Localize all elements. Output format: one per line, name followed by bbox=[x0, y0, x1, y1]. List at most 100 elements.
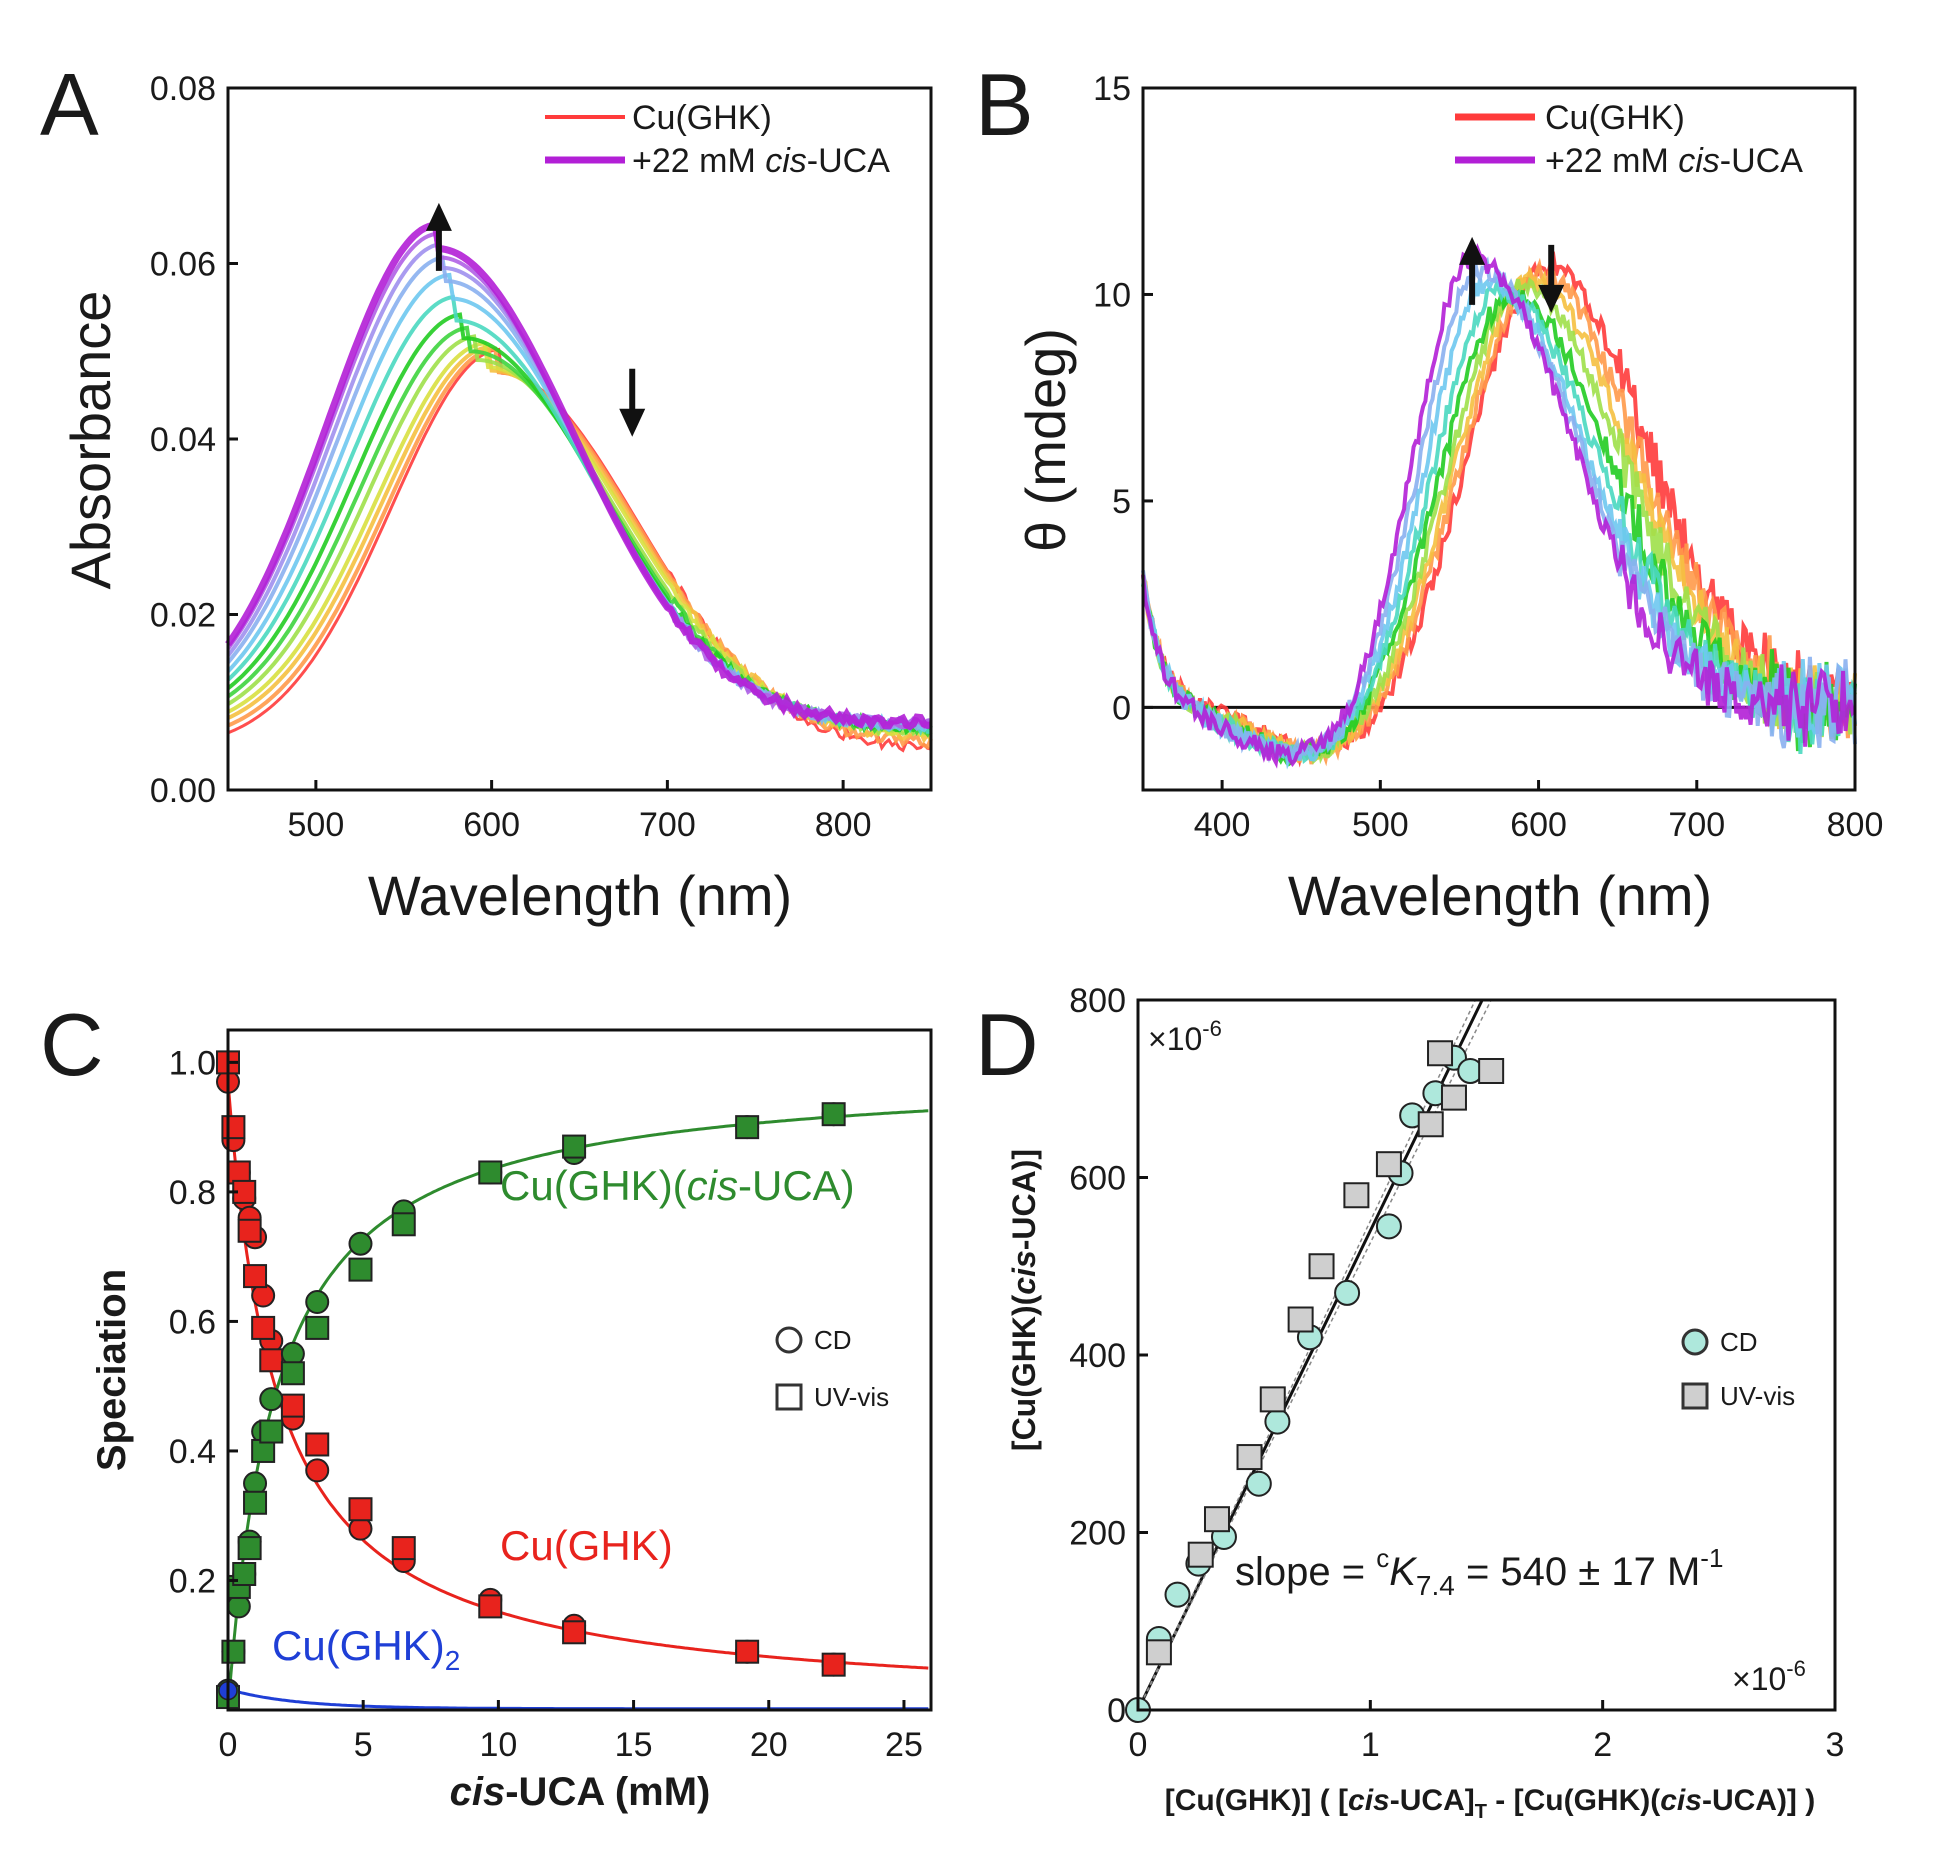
data-point-square bbox=[305, 1432, 330, 1457]
panel-c: C 0 5 10 15 20 25 0.2 0.4 0.6 0.8 1.0 Cu(GHK)(cis-… bbox=[40, 995, 933, 1814]
data-point-square bbox=[735, 1639, 760, 1664]
data-point-square bbox=[1308, 1253, 1335, 1280]
panel-b-y-tick-label: 10 bbox=[1093, 276, 1131, 314]
label-cu-ghk-cis-uca: Cu(GHK)(cis-UCA) bbox=[500, 1162, 855, 1209]
panel-d-x-label: [Cu(GHK)] ( [cis-UCA]T - [Cu(GHK)(cis-UC… bbox=[1165, 1784, 1816, 1823]
panel-d-y-tick-label: 400 bbox=[1069, 1337, 1126, 1375]
panel-c-y-tick-label: 1.0 bbox=[169, 1044, 216, 1082]
confidence-band-upper bbox=[1137, 999, 1476, 1711]
label-cu-ghk-2: Cu(GHK)2 bbox=[272, 1622, 460, 1676]
slope-annotation: slope = cK7.4 = 540 ± 17 M-1 bbox=[1235, 1543, 1723, 1601]
panel-d-ticks: 0 1 2 3 0 200 400 600 800 bbox=[1069, 982, 1844, 1764]
data-point-square bbox=[237, 1536, 262, 1561]
panel-b-x-label: Wavelength (nm) bbox=[1288, 864, 1712, 927]
data-point-square bbox=[243, 1490, 268, 1515]
panel-a-curves bbox=[225, 221, 933, 753]
panel-a-ticks: 500 600 700 800 0.00 0.02 0.04 0.06 0.08 bbox=[150, 70, 872, 844]
panel-c-x-tick-label: 20 bbox=[750, 1726, 788, 1764]
data-point-square bbox=[735, 1115, 760, 1140]
data-point-square bbox=[821, 1652, 846, 1677]
panel-b: B 400 500 600 700 800 0 5 10 15 Cu(GHK) +22 mM c… bbox=[975, 55, 1883, 927]
data-point-circle bbox=[305, 1290, 330, 1314]
data-point-square bbox=[1145, 1639, 1172, 1666]
panel-b-y-label: θ (mdeg) bbox=[1014, 328, 1077, 552]
panel-b-x-tick-label: 500 bbox=[1352, 806, 1409, 844]
data-point-square bbox=[243, 1264, 268, 1289]
data-point-circle bbox=[1245, 1470, 1272, 1497]
absorbance-curve bbox=[226, 334, 933, 737]
panel-a-legend: Cu(GHK) +22 mM cis-UCA bbox=[545, 99, 890, 180]
down-arrow-head bbox=[619, 408, 646, 437]
panel-b-annotations bbox=[1459, 236, 1565, 313]
data-point-square bbox=[1259, 1386, 1286, 1413]
panel-d-y-tick-label: 800 bbox=[1069, 982, 1126, 1020]
data-point-square bbox=[259, 1348, 284, 1373]
panel-d-y-tick-label: 200 bbox=[1069, 1515, 1126, 1553]
data-point-square bbox=[232, 1562, 257, 1586]
panel-b-y-tick-label: 15 bbox=[1093, 70, 1131, 108]
data-point-square bbox=[1236, 1444, 1263, 1471]
panel-a-x-tick-label: 600 bbox=[463, 806, 520, 844]
data-point-square bbox=[1287, 1306, 1314, 1333]
panel-d-y-tick-label: 600 bbox=[1069, 1160, 1126, 1198]
data-point-square bbox=[821, 1102, 846, 1127]
panel-a-y-tick-label: 0.06 bbox=[150, 246, 216, 284]
label-cu-ghk: Cu(GHK) bbox=[500, 1522, 673, 1569]
data-point-square bbox=[259, 1419, 284, 1444]
legend-marker-uv-vis bbox=[775, 1383, 803, 1411]
absorbance-curve bbox=[226, 231, 932, 731]
panel-a-x-label: Wavelength (nm) bbox=[368, 864, 792, 927]
panel-b-ticks: 400 500 600 700 800 0 5 10 15 bbox=[1093, 70, 1883, 844]
legend-marker-cd bbox=[775, 1326, 803, 1354]
panel-c-x-tick-label: 10 bbox=[479, 1726, 517, 1764]
panel-c-x-label: cis-UCA (mM) bbox=[450, 1770, 711, 1814]
panel-c-x-tick-label: 15 bbox=[615, 1726, 653, 1764]
legend-label-cu-ghk: Cu(GHK) bbox=[632, 99, 772, 137]
panel-c-y-tick-label: 0.4 bbox=[169, 1433, 216, 1471]
data-point-circle bbox=[348, 1231, 373, 1256]
absorbance-curve bbox=[226, 294, 931, 737]
legend-label-cis-uca: +22 mM cis-UCA bbox=[1545, 142, 1803, 180]
panel-c-y-label: Speciation bbox=[90, 1269, 134, 1471]
data-point-square bbox=[1203, 1506, 1230, 1533]
panel-b-y-tick-label: 5 bbox=[1112, 483, 1131, 521]
absorbance-curve bbox=[226, 255, 932, 732]
absorbance-curve bbox=[226, 241, 933, 730]
panel-b-x-tick-label: 600 bbox=[1510, 806, 1567, 844]
legend-label-uv-vis: UV-vis bbox=[814, 1382, 889, 1412]
legend-marker-cd bbox=[1681, 1328, 1709, 1356]
panel-d-x-tick-label: 3 bbox=[1826, 1726, 1845, 1764]
data-point-square bbox=[1427, 1040, 1454, 1067]
panel-c-y-tick-label: 0.2 bbox=[169, 1562, 216, 1600]
panel-a-y-tick-label: 0.08 bbox=[150, 70, 216, 108]
legend-label-cd: CD bbox=[1720, 1327, 1758, 1357]
panel-c-legend: CD UV-vis bbox=[775, 1325, 889, 1412]
data-point-square bbox=[1375, 1151, 1402, 1178]
panel-letter-c: C bbox=[40, 995, 104, 1094]
data-point-circle bbox=[1334, 1279, 1361, 1306]
data-point-square bbox=[305, 1315, 330, 1340]
panel-d-y-label: [Cu(GHK)(cis-UCA)] bbox=[1006, 1149, 1042, 1451]
panel-a-annotations bbox=[425, 202, 646, 437]
data-point-square bbox=[280, 1361, 305, 1386]
cd-curve bbox=[1141, 277, 1857, 764]
panel-a-x-tick-label: 700 bbox=[639, 806, 696, 844]
panel-d-frame bbox=[1136, 998, 1837, 1712]
panel-b-legend: Cu(GHK) +22 mM cis-UCA bbox=[1455, 99, 1803, 180]
panel-b-x-tick-label: 400 bbox=[1194, 806, 1251, 844]
panel-a: A 500 600 700 800 0.00 0.02 0.04 0.06 0.08 Cu(GH… bbox=[40, 55, 933, 927]
panel-letter-d: D bbox=[975, 995, 1039, 1094]
panel-d-y-tick-label: 0 bbox=[1107, 1692, 1126, 1730]
data-point-square bbox=[1440, 1084, 1467, 1111]
panel-c-x-tick-label: 5 bbox=[354, 1726, 373, 1764]
legend-label-cu-ghk: Cu(GHK) bbox=[1545, 99, 1685, 137]
data-point-square bbox=[562, 1620, 587, 1645]
panel-a-y-tick-label: 0.00 bbox=[150, 772, 216, 810]
panel-b-x-tick-label: 700 bbox=[1668, 806, 1725, 844]
data-point-square bbox=[221, 1639, 246, 1664]
data-point-square bbox=[391, 1212, 416, 1237]
panel-a-y-tick-label: 0.02 bbox=[150, 597, 216, 635]
panel-a-frame bbox=[226, 86, 933, 792]
data-point-circle bbox=[1164, 1581, 1191, 1608]
